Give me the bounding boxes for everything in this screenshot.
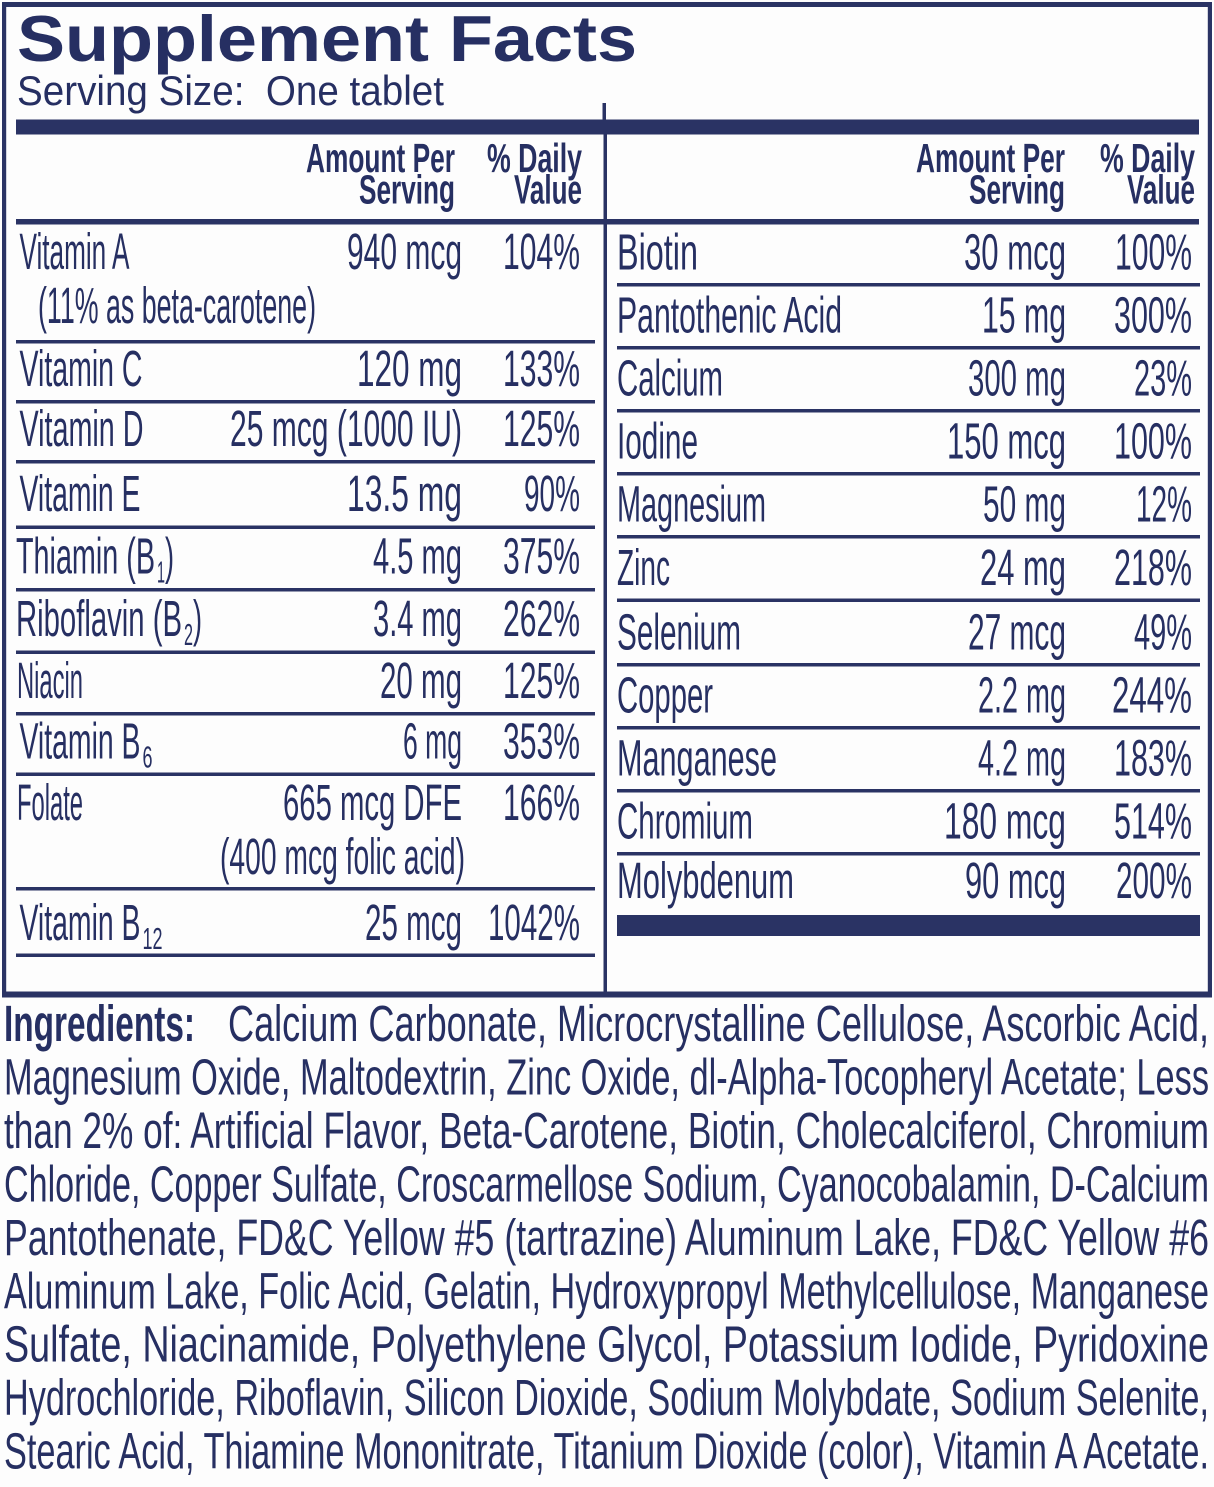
svg-text:23%: 23% (1134, 350, 1192, 407)
svg-text:12%: 12% (1136, 476, 1192, 533)
svg-text:27 mcg: 27 mcg (968, 604, 1066, 661)
svg-text:Pantothenate, FD&C Yellow #5 (: Pantothenate, FD&C Yellow #5 (tartrazine… (4, 1209, 1209, 1266)
svg-text:than 2% of: Artificial Flavor,: than 2% of: Artificial Flavor, Beta-Caro… (4, 1102, 1209, 1159)
svg-text:4.2 mg: 4.2 mg (978, 730, 1066, 787)
svg-text:Serving: Serving (969, 167, 1065, 213)
svg-text:Supplement Facts: Supplement Facts (17, 2, 637, 75)
svg-text:200%: 200% (1116, 852, 1192, 909)
svg-text:Hydrochloride, Riboflavin, Sil: Hydrochloride, Riboflavin, Silicon Dioxi… (4, 1369, 1209, 1426)
svg-text:300%: 300% (1114, 287, 1192, 344)
svg-text:25 mcg (1000 IU): 25 mcg (1000 IU) (230, 400, 462, 457)
svg-text:Thiamin (B: Thiamin (B (16, 528, 155, 585)
svg-text:262%: 262% (503, 590, 580, 647)
svg-text:12: 12 (143, 921, 163, 956)
svg-text:Iodine: Iodine (617, 413, 698, 470)
svg-text:Manganese: Manganese (617, 730, 777, 787)
svg-text:4.5 mg: 4.5 mg (373, 528, 462, 585)
svg-text:Zinc: Zinc (617, 539, 670, 596)
svg-text:1042%: 1042% (488, 894, 580, 951)
svg-text:Pantothenic Acid: Pantothenic Acid (617, 287, 842, 344)
svg-text:Copper: Copper (617, 667, 713, 724)
svg-text:Vitamin D: Vitamin D (20, 400, 144, 457)
svg-text:90 mcg: 90 mcg (965, 852, 1066, 909)
svg-text:Calcium: Calcium (617, 350, 723, 407)
svg-text:125%: 125% (503, 400, 580, 457)
svg-text:Aluminum Lake, Folic Acid, Gel: Aluminum Lake, Folic Acid, Gelatin, Hydr… (4, 1262, 1209, 1319)
svg-text:Amount Per: Amount Per (306, 135, 455, 181)
svg-text:Chloride, Copper Sulfate, Cros: Chloride, Copper Sulfate, Croscarmellose… (4, 1156, 1209, 1213)
svg-text:% Daily: % Daily (1100, 135, 1195, 181)
svg-text:30 mcg: 30 mcg (964, 224, 1066, 281)
svg-text:(400 mcg folic acid): (400 mcg folic acid) (220, 828, 465, 885)
svg-text:49%: 49% (1134, 604, 1192, 661)
svg-text:Calcium Carbonate, Microcrysta: Calcium Carbonate, Microcrystalline Cell… (228, 995, 1209, 1052)
svg-text:(11% as beta-carotene): (11% as beta-carotene) (38, 277, 316, 334)
svg-text:2: 2 (184, 617, 193, 652)
svg-text:150 mcg: 150 mcg (947, 413, 1066, 470)
svg-text:Magnesium Oxide, Maltodextrin,: Magnesium Oxide, Maltodextrin, Zinc Oxid… (4, 1049, 1209, 1106)
svg-text:Niacin: Niacin (17, 652, 83, 709)
svg-text:Vitamin C: Vitamin C (20, 340, 143, 397)
svg-text:133%: 133% (503, 340, 580, 397)
svg-text:6: 6 (143, 740, 153, 775)
svg-text:120 mg: 120 mg (357, 340, 462, 397)
svg-text:6 mg: 6 mg (403, 713, 462, 770)
svg-text:244%: 244% (1112, 667, 1192, 724)
svg-text:Vitamin B: Vitamin B (20, 713, 141, 770)
svg-text:Magnesium: Magnesium (617, 476, 766, 533)
svg-text:13.5 mg: 13.5 mg (347, 465, 462, 522)
svg-text:Vitamin B: Vitamin B (20, 894, 141, 951)
svg-text:166%: 166% (503, 774, 580, 831)
svg-text:Riboflavin (B: Riboflavin (B (16, 590, 182, 647)
svg-text:20 mg: 20 mg (380, 652, 462, 709)
svg-text:940 mcg: 940 mcg (347, 223, 462, 280)
svg-text:375%: 375% (503, 528, 580, 585)
svg-text:100%: 100% (1114, 413, 1192, 470)
svg-text:): ) (165, 528, 174, 585)
svg-text:Chromium: Chromium (617, 793, 753, 850)
svg-text:Folate: Folate (17, 774, 83, 831)
svg-text:353%: 353% (503, 713, 580, 770)
svg-text:Amount Per: Amount Per (916, 135, 1065, 181)
svg-text:218%: 218% (1114, 539, 1192, 596)
svg-text:3.4 mg: 3.4 mg (373, 590, 462, 647)
svg-text:Sulfate, Niacinamide, Polyethy: Sulfate, Niacinamide, Polyethylene Glyco… (4, 1316, 1209, 1373)
svg-text:300 mg: 300 mg (968, 350, 1066, 407)
svg-text:Value: Value (1127, 167, 1195, 213)
svg-text:180 mcg: 180 mcg (944, 793, 1066, 850)
svg-text:50 mg: 50 mg (983, 476, 1066, 533)
svg-text:Serving Size: One tablet: Serving Size: One tablet (17, 67, 444, 114)
svg-text:Stearic Acid, Thiamine Mononit: Stearic Acid, Thiamine Mononitrate, Tita… (4, 1423, 1209, 1480)
svg-text:Biotin: Biotin (617, 224, 698, 281)
svg-text:90%: 90% (524, 465, 580, 522)
svg-text:Selenium: Selenium (617, 604, 741, 661)
svg-text:104%: 104% (503, 223, 580, 280)
svg-text:25 mcg: 25 mcg (365, 894, 462, 951)
svg-text:125%: 125% (503, 652, 580, 709)
svg-text:Ingredients:: Ingredients: (4, 995, 195, 1052)
svg-text:183%: 183% (1114, 730, 1192, 787)
svg-text:15 mg: 15 mg (982, 287, 1066, 344)
svg-text:100%: 100% (1115, 224, 1192, 281)
svg-text:Serving: Serving (359, 167, 455, 213)
svg-text:): ) (193, 590, 202, 647)
svg-text:Molybdenum: Molybdenum (617, 852, 794, 909)
svg-text:Vitamin E: Vitamin E (20, 465, 141, 522)
svg-text:% Daily: % Daily (487, 135, 582, 181)
svg-text:Value: Value (514, 167, 582, 213)
svg-text:2.2 mg: 2.2 mg (978, 667, 1066, 724)
svg-text:24 mg: 24 mg (980, 539, 1066, 596)
svg-text:514%: 514% (1114, 793, 1192, 850)
svg-text:Vitamin A: Vitamin A (20, 223, 130, 280)
svg-text:1: 1 (157, 555, 165, 590)
svg-text:665 mcg DFE: 665 mcg DFE (283, 774, 462, 831)
